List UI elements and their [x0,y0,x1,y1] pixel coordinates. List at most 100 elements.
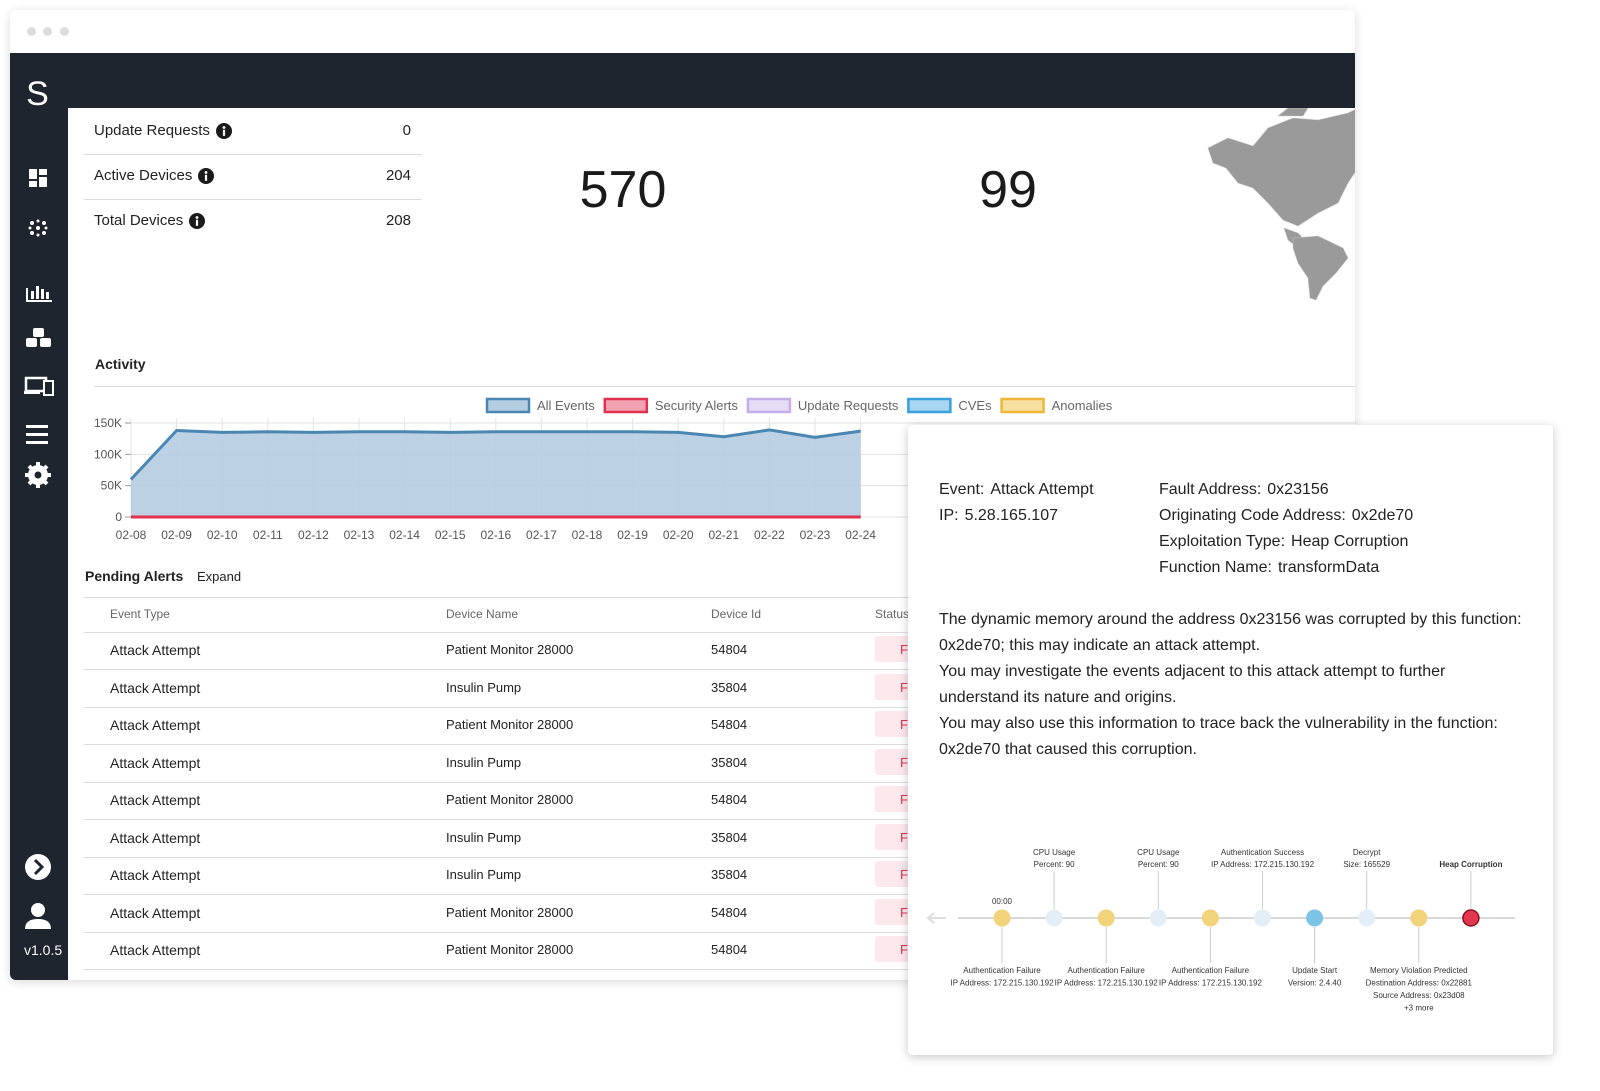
title-bar [10,10,1355,53]
row-divider [84,781,1084,783]
legend-swatch [1000,397,1045,414]
x-tick-label: 02-10 [207,528,238,542]
x-tick-label: 02-18 [572,528,603,542]
table-cell: 54804 [711,792,748,807]
status-text: F [900,679,908,695]
timeline-bottom-label: IP Address: 172.215.130.192 [1159,979,1263,988]
detail-field: Exploitation Type: Heap Corruption [1159,533,1408,551]
table-cell: Patient Monitor 28000 [446,904,574,920]
settings-icon[interactable] [25,462,51,488]
series-line [129,428,861,481]
version: v1.0.5 [24,942,63,958]
y-tick-label: 150K [94,416,122,430]
detail-field: IP: 5.28.165.107 [939,507,1058,525]
legend-label: All Events [537,398,595,413]
table-cell: 54804 [711,904,748,920]
x-tick-label: 02-09 [161,528,192,542]
stat-value: 0 [402,122,411,139]
x-tick-label: 02-15 [435,528,466,542]
legend-label: Update Requests [798,398,899,413]
section-title: Pending Alerts [85,568,184,584]
legend-swatch [907,397,952,414]
window-dot [60,27,69,36]
timeline-node [1045,909,1063,927]
big-number: 99 [979,161,1037,219]
stat-label: Update Requests [94,122,210,139]
expand-link[interactable]: Expand [197,569,242,584]
row-divider [84,856,1084,858]
packages-icon[interactable] [26,328,51,347]
timeline-node [1410,909,1428,927]
stat-value: 208 [385,212,411,229]
user-icon[interactable] [25,903,51,929]
status-text: F [900,717,908,732]
y-tick-label: 50K [101,479,122,493]
legend-label: Anomalies [1052,398,1113,413]
x-tick-label: 02-19 [617,528,648,542]
logo[interactable]: S [26,75,49,113]
row-divider [84,744,1084,745]
field-value: 5.28.165.107 [964,507,1058,524]
table-cell: Attack Attempt [110,942,201,958]
app-header [10,53,1355,108]
window-dot [43,27,52,36]
timeline-node [993,909,1011,927]
legend-label: CVEs [958,398,992,413]
icon-dot [204,171,208,174]
field-label: Originating Code Address: [1159,507,1346,524]
table-cell: Patient Monitor 28000 [446,792,574,807]
timeline-top-label: CPU Usage [1137,848,1180,857]
table-cell: Attack Attempt [110,829,201,846]
timeline-bottom-label: Authentication Failure [1068,966,1146,975]
row-divider [84,931,1084,933]
timeline-bottom-label: +3 more [1404,1004,1434,1013]
column-header: Event Type [110,607,170,621]
table-cell: Insulin Pump [446,679,522,695]
detail-field: Event: Attack Attempt [939,481,1094,499]
table-cell: 54804 [711,642,748,657]
detail-field: Originating Code Address: 0x2de70 [1159,507,1413,525]
devices-icon[interactable] [24,376,54,396]
network-icon[interactable] [28,219,48,237]
legend-label: Security Alerts [655,398,739,413]
icon-dot [195,216,199,219]
column-header: Device Id [711,607,762,621]
table-cell: 54804 [711,717,748,732]
divider [84,632,1084,633]
field-value: Attack Attempt [990,481,1094,498]
stat-label: Total Devices [94,212,184,229]
analytics-icon[interactable] [26,286,52,302]
description-paragraph: You may also use this information to tra… [939,715,1498,758]
x-tick-label: 02-17 [526,528,557,542]
expand-icon[interactable] [25,854,51,880]
field-value: transformData [1277,559,1380,576]
stat-label: Active Devices [94,167,193,184]
timeline-arrow [926,912,946,924]
status-text: F [900,904,908,920]
timeline-node [1149,909,1167,927]
table-cell: 35804 [711,867,748,882]
status-text: F [900,792,908,807]
description-paragraph: The dynamic memory around the address 0x… [939,611,1522,654]
field-label: Event: [939,481,985,498]
x-tick-label: 02-13 [344,528,375,542]
timeline-node [1201,909,1219,927]
timeline-bottom-label: Update Start [1292,966,1338,975]
table-cell: Patient Monitor 28000 [446,642,574,657]
timeline-node [1097,909,1115,927]
sidebar-icons [24,169,54,929]
description: The dynamic memory around the address 0x… [939,607,1524,763]
divider [84,597,1084,598]
column-header: Device Name [446,607,519,621]
timeline-bottom-label: Authentication Failure [1172,966,1250,975]
menu-icon[interactable] [26,425,48,444]
field-label: IP: [939,507,959,524]
icon-bar [205,174,208,181]
dashboard-icon[interactable] [29,169,47,187]
table-cell: 35804 [711,829,748,845]
x-tick-label: 02-22 [754,528,785,542]
field-label: Fault Address: [1159,481,1262,498]
x-tick-label: 02-12 [298,528,329,542]
timeline-top-label: Authentication Success [1221,848,1304,857]
table-cell: Attack Attempt [110,679,201,696]
